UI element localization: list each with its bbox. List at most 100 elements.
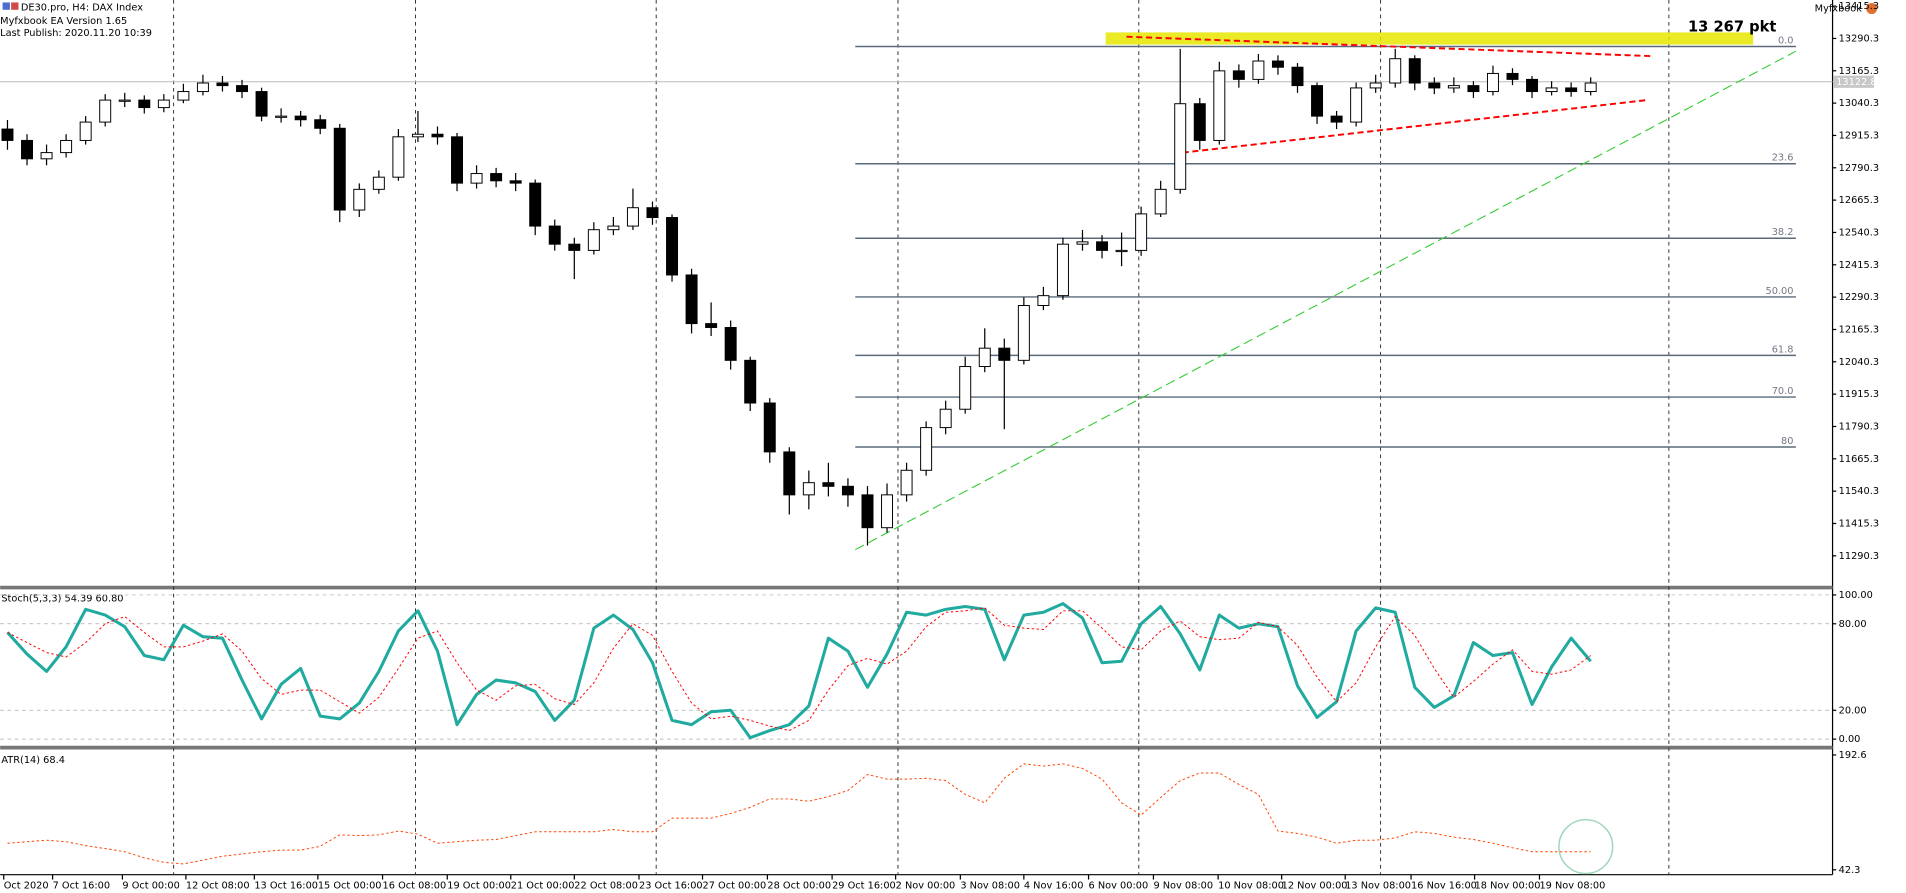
y-tick-label: 12040.3 — [1839, 357, 1879, 368]
candle-body — [529, 182, 542, 227]
candle-body — [783, 451, 796, 496]
y-tick-label: 12915.3 — [1839, 130, 1879, 141]
indicator-line — [7, 607, 1591, 732]
candle-body — [802, 482, 815, 496]
highlight-circle — [1558, 818, 1614, 875]
y-tick-label: 11665.3 — [1839, 454, 1879, 465]
candle-body — [1096, 241, 1109, 251]
y-tick-label: 11290.3 — [1839, 551, 1879, 562]
candle-body — [861, 494, 874, 529]
level-band — [1105, 32, 1754, 45]
candle-body — [509, 180, 522, 184]
candle-body — [470, 173, 483, 184]
brand: Myfxbook — [1815, 4, 1863, 15]
candle-body — [1350, 87, 1363, 123]
x-tick-label: 2 Nov 00:00 — [896, 881, 956, 892]
candle-body — [411, 133, 424, 138]
y-tick-label: 12165.3 — [1839, 324, 1879, 335]
candle-body — [1, 128, 14, 141]
candle-body — [196, 82, 209, 93]
fib-label: 23.6 — [1772, 153, 1794, 164]
candle-body — [157, 99, 170, 109]
candle-body — [1467, 85, 1480, 93]
candle-body — [939, 408, 952, 429]
candle-body — [1389, 58, 1402, 84]
candle-body — [138, 99, 151, 109]
candle-body — [646, 207, 659, 219]
fib-label: 0.0 — [1778, 35, 1794, 46]
indicator-line — [6, 602, 1592, 740]
candle-body — [666, 217, 679, 276]
candle-body — [1330, 115, 1343, 123]
candle-body — [920, 427, 933, 471]
x-tick-label: 29 Oct 16:00 — [832, 881, 896, 892]
x-tick-label: 18 Nov 00:00 — [1475, 881, 1541, 892]
candle-body — [1291, 66, 1304, 87]
candle-body — [607, 225, 620, 231]
candle-body — [959, 366, 972, 410]
candle-body — [1311, 85, 1324, 117]
subtitle: Last Publish: 2020.11.20 10:39 — [0, 28, 152, 39]
fib-label: 80 — [1781, 436, 1793, 447]
fib-label: 38.2 — [1772, 227, 1794, 238]
icon — [2, 2, 10, 10]
candle-body — [177, 91, 190, 101]
last-price-box — [1833, 75, 1875, 88]
x-tick-label: 13 Nov 08:00 — [1345, 881, 1411, 892]
candle-body — [978, 347, 991, 368]
candle-body — [1193, 103, 1206, 141]
candle-body — [79, 121, 92, 141]
y-tick-label: 12415.3 — [1839, 260, 1879, 271]
candle-body — [685, 274, 698, 325]
y-tick-label: 12790.3 — [1839, 163, 1879, 174]
y-tick-label: 13165.3 — [1839, 66, 1879, 77]
candle-body — [1428, 82, 1441, 89]
x-tick-label: 27 Oct 00:00 — [703, 881, 767, 892]
candle-body — [822, 482, 835, 487]
candle-body — [353, 188, 366, 211]
candle-body — [1408, 58, 1421, 84]
candle-body — [724, 326, 737, 361]
candle-body — [216, 82, 229, 87]
candle-body — [1447, 85, 1460, 89]
annotation: 13 267 pkt — [1688, 19, 1776, 36]
x-tick-label: 12 Oct 08:00 — [186, 881, 250, 892]
candle-body — [763, 402, 776, 453]
candle-body — [998, 347, 1011, 361]
x-tick-label: 9 Nov 08:00 — [1153, 881, 1213, 892]
candle-body — [1135, 213, 1148, 251]
candle-body — [275, 115, 288, 118]
candle-body — [333, 127, 346, 211]
candle-body — [451, 136, 464, 184]
fib-label: 61.8 — [1772, 344, 1794, 355]
candle-body — [900, 469, 913, 496]
brand-icon — [1866, 3, 1878, 15]
y-tick-label: 20.00 — [1839, 705, 1867, 716]
candle-body — [1232, 70, 1245, 80]
candle-body — [1369, 82, 1382, 89]
x-tick-label: 21 Oct 00:00 — [511, 881, 575, 892]
candle-body — [1037, 295, 1050, 306]
y-tick-label: 13040.3 — [1839, 98, 1879, 109]
candle-body — [1017, 304, 1030, 361]
y-tick-label: 100.00 — [1839, 590, 1873, 601]
x-tick-label: 13 Oct 16:00 — [254, 881, 318, 892]
x-tick-label: 15 Oct 00:00 — [318, 881, 382, 892]
candle-body — [1545, 87, 1558, 93]
y-tick-label: 12665.3 — [1839, 195, 1879, 206]
candle-body — [431, 133, 444, 138]
x-tick-label: 16 Oct 08:00 — [383, 881, 447, 892]
candle-body — [1252, 60, 1265, 80]
candle-body — [294, 115, 307, 121]
x-tick-label: 19 Oct 00:00 — [447, 881, 511, 892]
fib-label: 70.0 — [1772, 386, 1794, 397]
y-tick-label: 12540.3 — [1839, 227, 1879, 238]
y-tick-label: 192.6 — [1839, 750, 1867, 761]
subtitle: Myfxbook EA Version 1.65 — [0, 16, 127, 27]
y-tick-label: 11540.3 — [1839, 486, 1879, 497]
x-tick-label: 23 Oct 16:00 — [639, 881, 703, 892]
candle-body — [705, 323, 718, 328]
candle-body — [1076, 241, 1089, 245]
candle-body — [236, 85, 249, 93]
